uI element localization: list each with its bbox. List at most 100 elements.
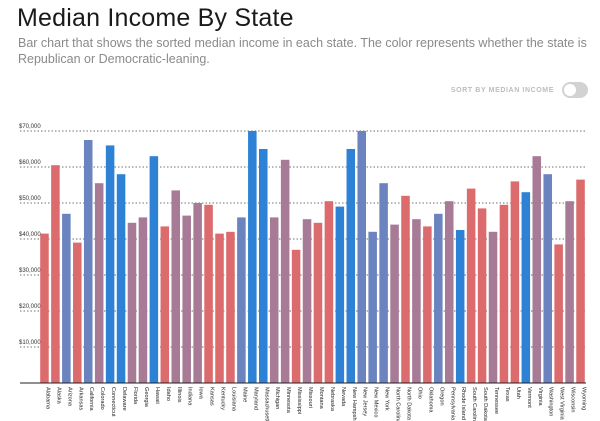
toggle-knob xyxy=(564,84,576,96)
x-tick-label: West Virginia xyxy=(559,387,565,421)
bar xyxy=(510,181,520,383)
bar xyxy=(543,174,552,383)
bar xyxy=(171,190,181,383)
bar xyxy=(390,224,399,383)
x-tick-label: Georgia xyxy=(143,387,149,408)
x-tick-label: Hawaii xyxy=(154,387,160,404)
x-tick-label: North Dakota xyxy=(405,387,411,421)
x-tick-label: Kentucky xyxy=(220,387,226,410)
x-tick-label: New Mexico xyxy=(373,387,379,417)
bar xyxy=(565,201,574,383)
x-tick-label: Arkansas xyxy=(77,387,83,411)
bar xyxy=(259,149,268,383)
bar xyxy=(116,174,126,383)
x-tick-label: Nevada xyxy=(340,387,346,407)
x-tick-label: Wisconsin xyxy=(570,387,576,413)
bar xyxy=(51,165,60,383)
x-tick-label: Pennsylvania xyxy=(449,387,455,421)
x-tick-label: Rhode Island xyxy=(460,387,466,420)
bar xyxy=(149,156,159,383)
bar xyxy=(455,230,465,383)
bar xyxy=(576,179,585,383)
x-tick-label: New Jersey xyxy=(362,387,368,416)
bar xyxy=(324,201,334,383)
bar xyxy=(127,222,137,383)
y-tick-label: $40,000 xyxy=(19,232,41,238)
x-tick-label: South Carolina xyxy=(471,387,477,421)
x-tick-label: Florida xyxy=(132,387,138,405)
x-tick-label: Minnesota xyxy=(285,387,291,414)
x-tick-label: Texas xyxy=(504,387,510,402)
bar xyxy=(379,183,388,383)
x-tick-label: South Dakota xyxy=(482,387,488,421)
bar xyxy=(368,231,377,383)
x-tick-label: Maryland xyxy=(252,387,258,410)
bar xyxy=(269,217,279,383)
bar xyxy=(521,192,531,383)
x-tick-label: Illinois xyxy=(176,387,182,403)
bar xyxy=(466,188,476,383)
bar xyxy=(40,233,49,383)
bar xyxy=(182,215,191,383)
x-tick-label: Colorado xyxy=(99,387,105,410)
sort-label: SORT BY MEDIAN INCOME xyxy=(450,86,554,94)
x-tick-label: Indiana xyxy=(187,387,193,406)
bar xyxy=(554,244,563,383)
x-tick-label: Ohio xyxy=(416,387,422,399)
bar xyxy=(488,231,498,383)
bar xyxy=(226,231,235,383)
x-tick-label: Virginia xyxy=(537,387,543,406)
x-tick-label: New York xyxy=(384,387,390,411)
bar xyxy=(204,204,213,383)
y-tick-label: $50,000 xyxy=(19,196,41,202)
x-tick-label: Wyoming xyxy=(581,387,587,410)
bar xyxy=(346,149,356,383)
bar xyxy=(94,183,104,383)
x-tick-label: California xyxy=(88,387,94,412)
y-tick-label: $70,000 xyxy=(19,124,41,130)
bar xyxy=(423,226,432,383)
bar xyxy=(291,249,301,383)
x-tick-label: Oregon xyxy=(438,387,444,406)
bar xyxy=(444,201,454,383)
x-tick-label: Massachusetts xyxy=(263,387,269,421)
x-tick-label: New Hampshire xyxy=(351,387,357,421)
x-tick-label: Kansas xyxy=(209,387,215,406)
bar xyxy=(193,203,202,383)
bar xyxy=(477,208,487,383)
bar xyxy=(280,159,290,383)
bar xyxy=(248,131,257,383)
sort-control[interactable]: SORT BY MEDIAN INCOME xyxy=(451,80,588,100)
bar xyxy=(160,226,170,383)
x-tick-label: Alaska xyxy=(55,387,61,405)
x-tick-label: Nebraska xyxy=(329,387,335,412)
x-tick-label: Alabama xyxy=(44,387,50,410)
x-tick-label: Mississippi xyxy=(296,387,302,414)
x-tick-label: Delaware xyxy=(121,387,127,411)
bar xyxy=(302,219,312,383)
x-tick-label: Arizona xyxy=(66,387,72,407)
bar xyxy=(434,213,443,383)
x-tick-label: Tennessee xyxy=(493,387,499,414)
page-subtitle: Bar chart that shows the sorted median i… xyxy=(18,36,587,66)
bar xyxy=(313,222,323,383)
x-tick-label: Utah xyxy=(515,387,521,399)
bar xyxy=(357,131,366,383)
sort-toggle[interactable] xyxy=(562,82,588,98)
x-tick-label: Vermont xyxy=(526,387,532,408)
x-tick-label: Idaho xyxy=(165,387,171,401)
bar xyxy=(73,242,82,383)
bar xyxy=(62,213,71,383)
x-tick-label: Iowa xyxy=(198,387,204,400)
x-tick-label: Montana xyxy=(318,387,324,410)
y-tick-label: $10,000 xyxy=(19,340,41,346)
bar xyxy=(237,217,246,383)
page-title: Median Income By State xyxy=(17,4,294,32)
x-tick-label: Washington xyxy=(548,387,554,416)
bar xyxy=(215,233,224,383)
y-tick-label: $20,000 xyxy=(19,304,41,310)
x-tick-label: Michigan xyxy=(274,387,280,409)
bar xyxy=(105,145,115,383)
bar xyxy=(83,140,93,383)
